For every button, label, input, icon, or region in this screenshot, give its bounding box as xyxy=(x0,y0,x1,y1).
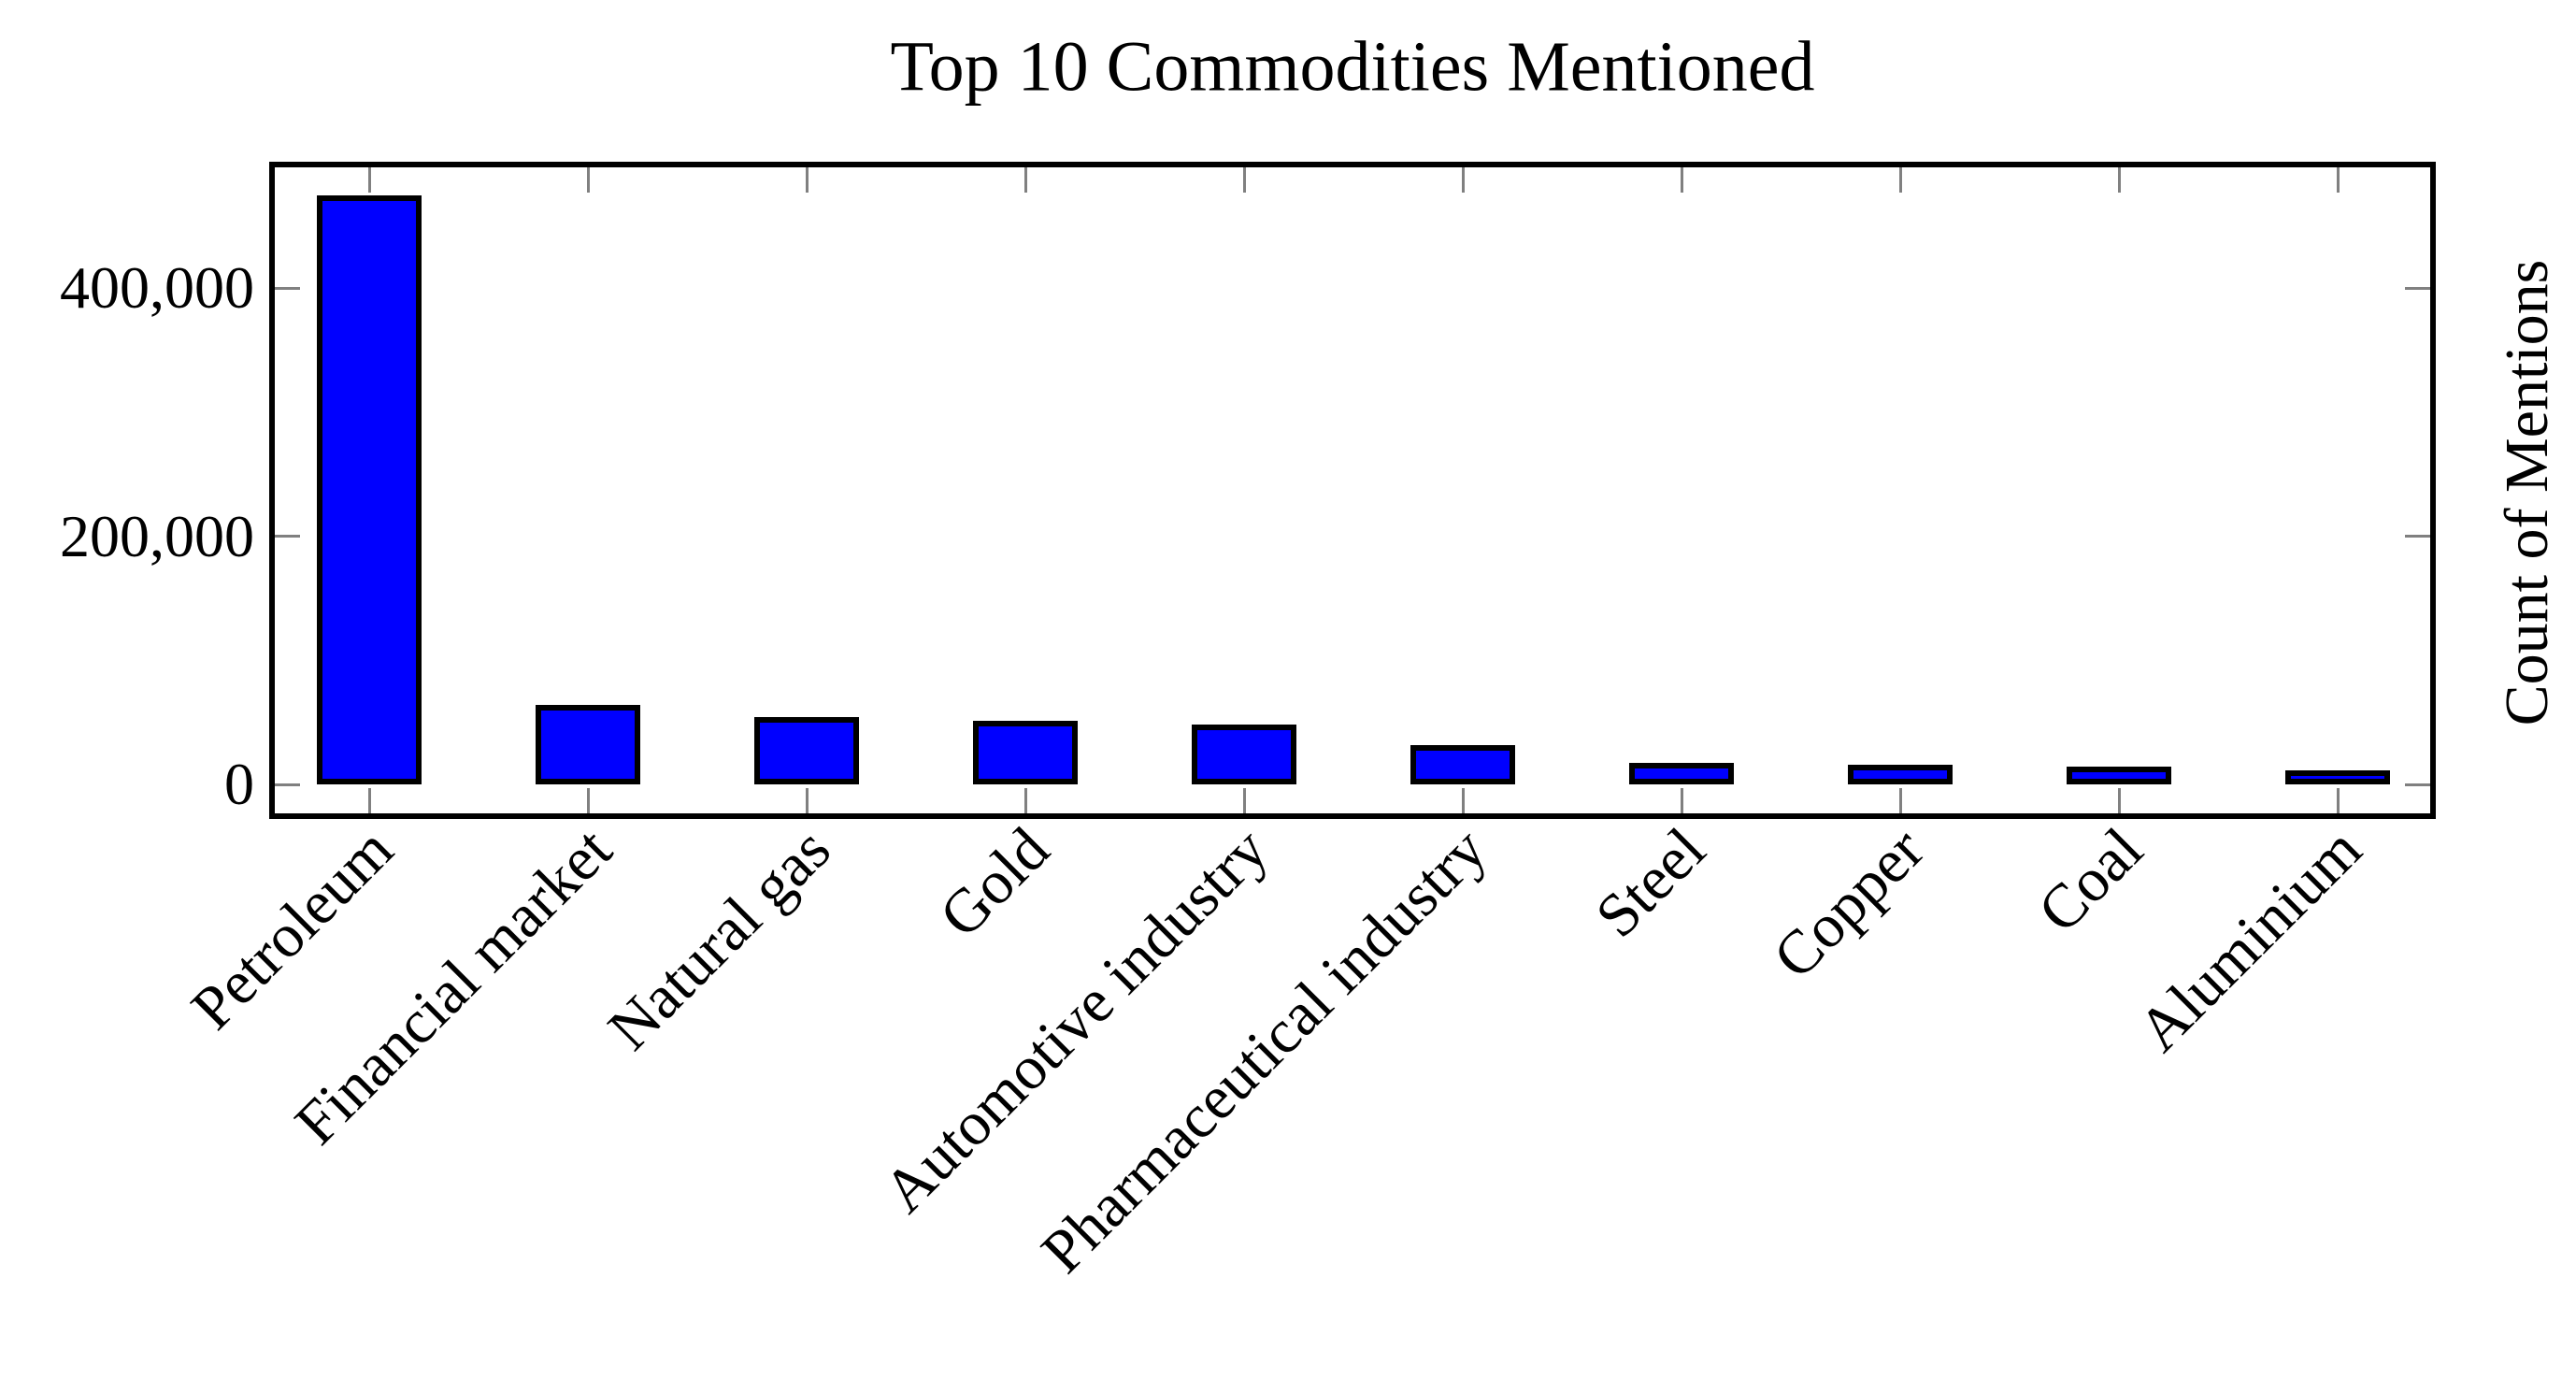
x-tick-bottom xyxy=(1023,788,1027,813)
x-tick-label-pharmaceutical-industry: Pharmaceutical industry xyxy=(1028,814,1500,1286)
x-tick-bottom xyxy=(367,788,371,813)
x-tick-top xyxy=(586,167,590,193)
x-tick-label-copper: Copper xyxy=(1760,814,1938,992)
x-tick-top xyxy=(1898,167,1902,193)
bar-steel xyxy=(1629,763,1734,784)
y-tick-right xyxy=(2405,535,2430,539)
x-tick-top xyxy=(805,167,809,193)
bar-pharmaceutical-industry xyxy=(1410,745,1515,784)
x-tick-label-petroleum: Petroleum xyxy=(179,814,407,1043)
x-tick-top xyxy=(1023,167,1027,193)
x-tick-label-coal: Coal xyxy=(2025,814,2156,946)
bar-coal xyxy=(2067,767,2171,784)
x-tick-label-steel: Steel xyxy=(1582,814,1719,951)
y-tick-left xyxy=(275,783,300,786)
bar-petroleum xyxy=(317,195,422,784)
x-tick-bottom xyxy=(586,788,590,813)
x-tick-top xyxy=(2336,167,2340,193)
bar-copper xyxy=(1848,765,1953,784)
x-tick-bottom xyxy=(1242,788,1246,813)
x-tick-bottom xyxy=(1680,788,1683,813)
x-tick-top xyxy=(2117,167,2121,193)
y-axis-label: Count of Mentions xyxy=(2493,259,2561,726)
x-tick-bottom xyxy=(1898,788,1902,813)
x-tick-label-automotive-industry: Automotive industry xyxy=(870,814,1281,1227)
bar-aluminium xyxy=(2285,770,2390,784)
y-tick-right xyxy=(2405,783,2430,786)
y-tick-label: 400,000 xyxy=(60,254,254,322)
y-tick-label: 200,000 xyxy=(60,502,254,569)
x-tick-top xyxy=(1461,167,1465,193)
bar-natural-gas xyxy=(754,717,859,784)
bar-financial-market xyxy=(536,705,640,784)
x-tick-label-natural-gas: Natural gas xyxy=(595,814,844,1064)
x-tick-bottom xyxy=(2117,788,2121,813)
y-tick-left xyxy=(275,535,300,539)
x-tick-label-gold: Gold xyxy=(926,814,1063,951)
y-tick-label: 0 xyxy=(224,751,254,817)
bar-gold xyxy=(973,721,1078,784)
x-tick-label-aluminium: Aluminium xyxy=(2125,814,2375,1065)
x-tick-bottom xyxy=(2336,788,2340,813)
bar-automotive-industry xyxy=(1192,725,1296,784)
y-tick-left xyxy=(275,286,300,290)
chart-title: Top 10 Commodities Mentioned xyxy=(890,27,1815,107)
x-tick-top xyxy=(367,167,371,193)
y-tick-right xyxy=(2405,286,2430,290)
x-tick-bottom xyxy=(1461,788,1465,813)
x-tick-top xyxy=(1680,167,1683,193)
plot-area xyxy=(269,162,2436,819)
x-tick-top xyxy=(1242,167,1246,193)
x-tick-bottom xyxy=(805,788,809,813)
